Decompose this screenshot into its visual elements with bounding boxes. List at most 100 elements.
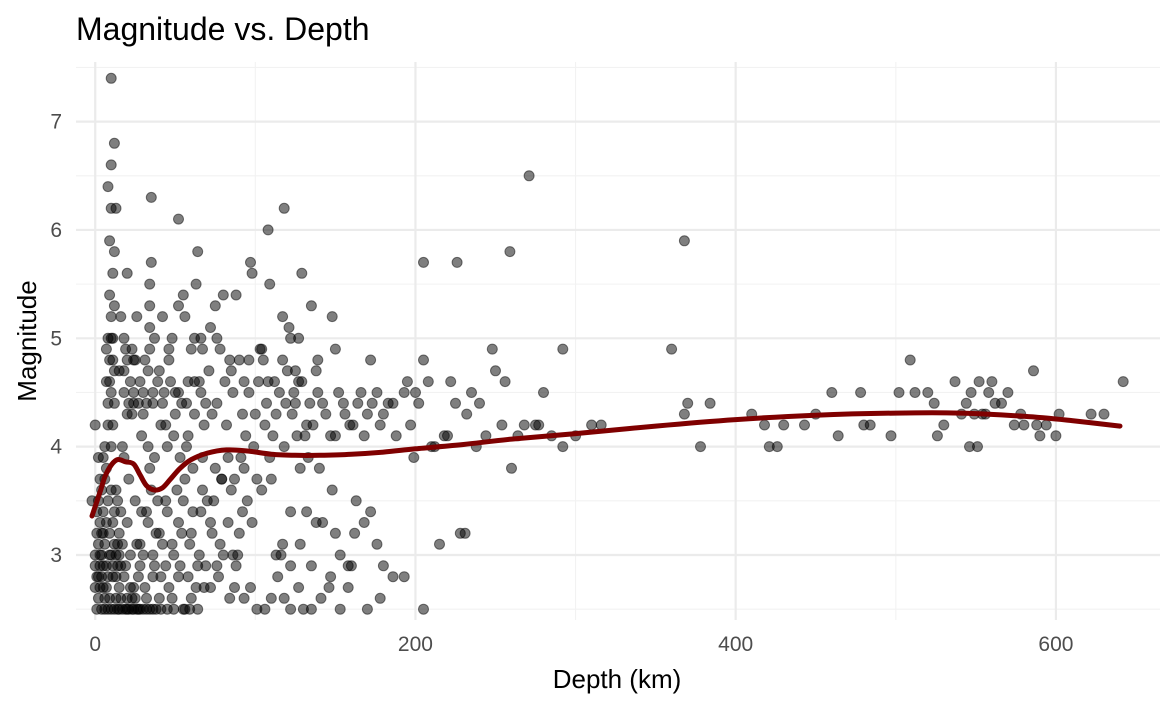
data-point xyxy=(141,592,152,604)
data-point xyxy=(171,484,183,496)
data-point xyxy=(144,278,156,290)
data-point xyxy=(371,538,383,550)
data-point xyxy=(246,267,258,279)
data-point xyxy=(277,311,289,323)
smooth-trend-line xyxy=(89,410,1123,519)
data-point xyxy=(181,441,192,453)
data-point xyxy=(200,560,212,572)
data-point xyxy=(108,246,120,258)
data-point xyxy=(278,592,290,604)
data-point xyxy=(185,527,197,539)
data-point xyxy=(153,592,165,604)
data-point xyxy=(398,387,410,398)
data-point xyxy=(116,441,128,453)
data-point xyxy=(401,376,413,388)
data-point xyxy=(97,452,109,463)
data-point xyxy=(121,354,133,366)
data-point xyxy=(123,473,135,485)
data-point xyxy=(102,397,114,409)
data-point xyxy=(832,430,844,442)
data-point xyxy=(113,582,125,593)
data-point xyxy=(169,408,181,420)
data-point xyxy=(278,441,290,453)
data-point xyxy=(285,560,297,572)
data-point xyxy=(110,571,122,583)
data-point xyxy=(224,354,236,366)
data-point xyxy=(323,582,335,593)
data-point xyxy=(695,441,706,453)
data-point xyxy=(105,484,117,496)
data-point xyxy=(983,387,995,398)
data-point xyxy=(422,376,434,388)
data-point xyxy=(102,181,114,193)
data-point xyxy=(147,387,159,398)
data-point xyxy=(195,387,207,398)
data-point xyxy=(1018,419,1030,431)
data-point xyxy=(759,419,770,431)
data-point xyxy=(144,462,156,474)
data-point xyxy=(398,571,410,583)
data-point xyxy=(1117,376,1129,388)
data-point xyxy=(960,397,972,409)
data-point xyxy=(118,387,130,398)
data-point xyxy=(217,289,229,301)
data-point xyxy=(434,538,445,550)
x-tick-label: 0 xyxy=(89,633,101,656)
data-points xyxy=(86,72,1129,615)
data-point xyxy=(168,549,180,561)
data-point xyxy=(286,408,298,420)
data-point xyxy=(155,419,167,431)
data-point xyxy=(214,343,226,355)
data-point xyxy=(179,473,191,485)
data-point xyxy=(222,452,234,463)
data-point xyxy=(704,397,716,409)
data-point xyxy=(145,191,157,203)
data-point xyxy=(288,387,300,398)
data-point xyxy=(418,256,429,268)
y-tick-label: 3 xyxy=(50,544,62,567)
data-point xyxy=(173,300,184,312)
data-point xyxy=(377,408,389,420)
data-point xyxy=(206,408,218,420)
data-point xyxy=(209,462,221,474)
data-point xyxy=(131,311,143,323)
data-point xyxy=(105,441,117,453)
data-point xyxy=(361,408,373,420)
data-point xyxy=(166,332,178,344)
data-point xyxy=(523,170,535,182)
data-point xyxy=(174,560,186,572)
data-point xyxy=(251,473,263,485)
data-point xyxy=(451,256,463,268)
data-point xyxy=(337,397,349,409)
data-point xyxy=(885,430,897,442)
data-point xyxy=(410,387,421,398)
data-point xyxy=(182,430,194,442)
data-point xyxy=(1008,419,1020,431)
data-point xyxy=(305,560,317,572)
data-point xyxy=(189,408,200,420)
data-point xyxy=(161,441,173,453)
data-point xyxy=(317,397,329,409)
data-point xyxy=(374,419,386,431)
data-point xyxy=(134,560,146,572)
data-point xyxy=(366,397,378,409)
data-point xyxy=(365,354,377,366)
data-point xyxy=(107,517,119,528)
data-point xyxy=(89,419,101,431)
data-point xyxy=(329,527,341,539)
data-point xyxy=(778,419,790,431)
data-point xyxy=(262,224,274,236)
data-point xyxy=(243,387,255,398)
data-point xyxy=(227,387,239,398)
data-point xyxy=(184,538,196,550)
data-point xyxy=(557,343,569,355)
data-point xyxy=(110,202,122,214)
data-point xyxy=(294,462,306,474)
data-point xyxy=(312,354,324,366)
data-point xyxy=(136,506,148,518)
data-point xyxy=(996,397,1007,409)
data-point xyxy=(334,549,346,561)
data-point xyxy=(97,506,109,518)
data-point xyxy=(190,582,202,593)
